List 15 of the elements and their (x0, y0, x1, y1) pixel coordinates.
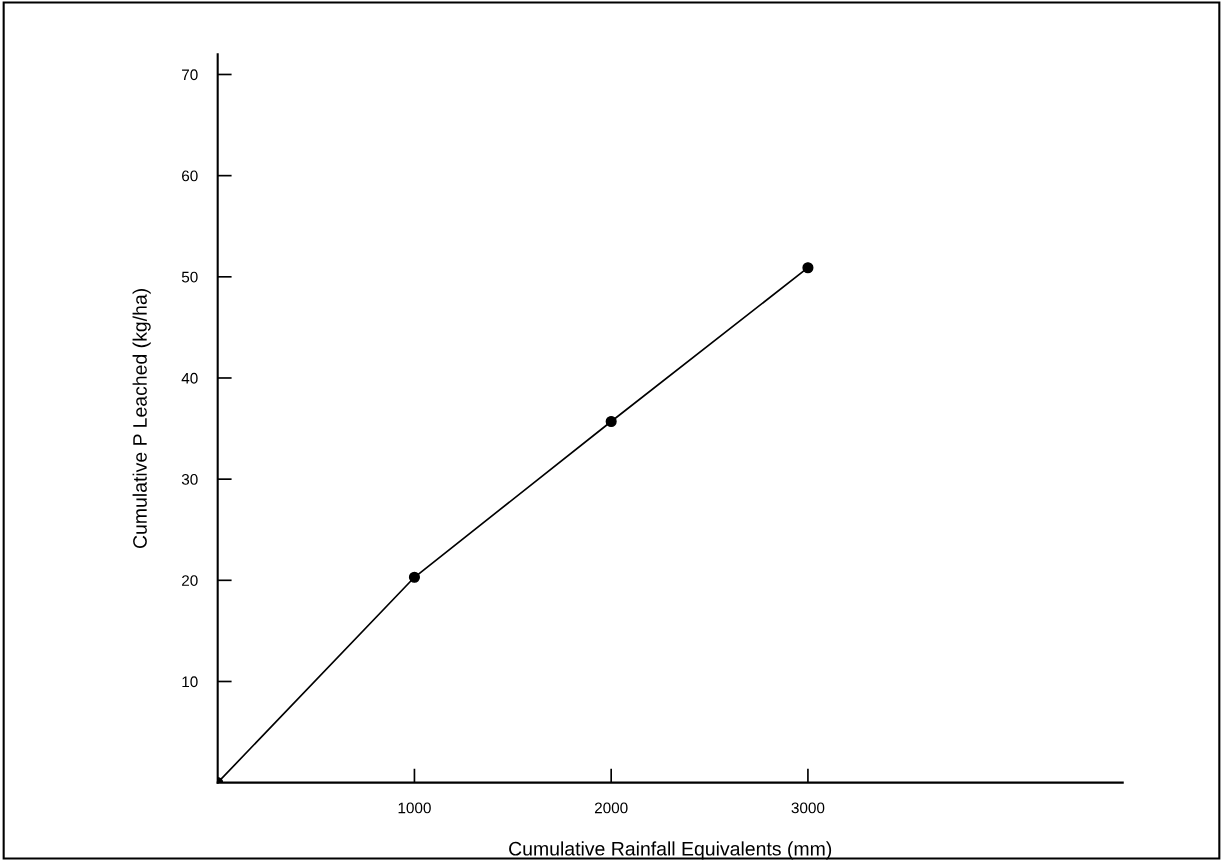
x-tick-label: 2000 (594, 802, 628, 814)
y-tick-label: 30 (181, 474, 198, 485)
y-axis-title: Cumulative P Leached (kg/ha) (132, 289, 151, 549)
x-tick-label: 3000 (791, 802, 825, 814)
point (802, 262, 814, 274)
y-tick-label: 10 (182, 676, 198, 688)
y-tick-label: 40 (181, 372, 198, 384)
y-tick-label: 60 (182, 170, 198, 182)
point (408, 571, 420, 583)
y-tick-label: 70 (182, 69, 198, 81)
y-tick-label: 50 (181, 271, 198, 283)
x-axis-title: Cumulative Rainfall Equivalents (mm) (509, 841, 832, 860)
x-tick-label: 1000 (398, 802, 431, 814)
point (605, 415, 617, 428)
y-tick-label: 20 (182, 575, 198, 586)
